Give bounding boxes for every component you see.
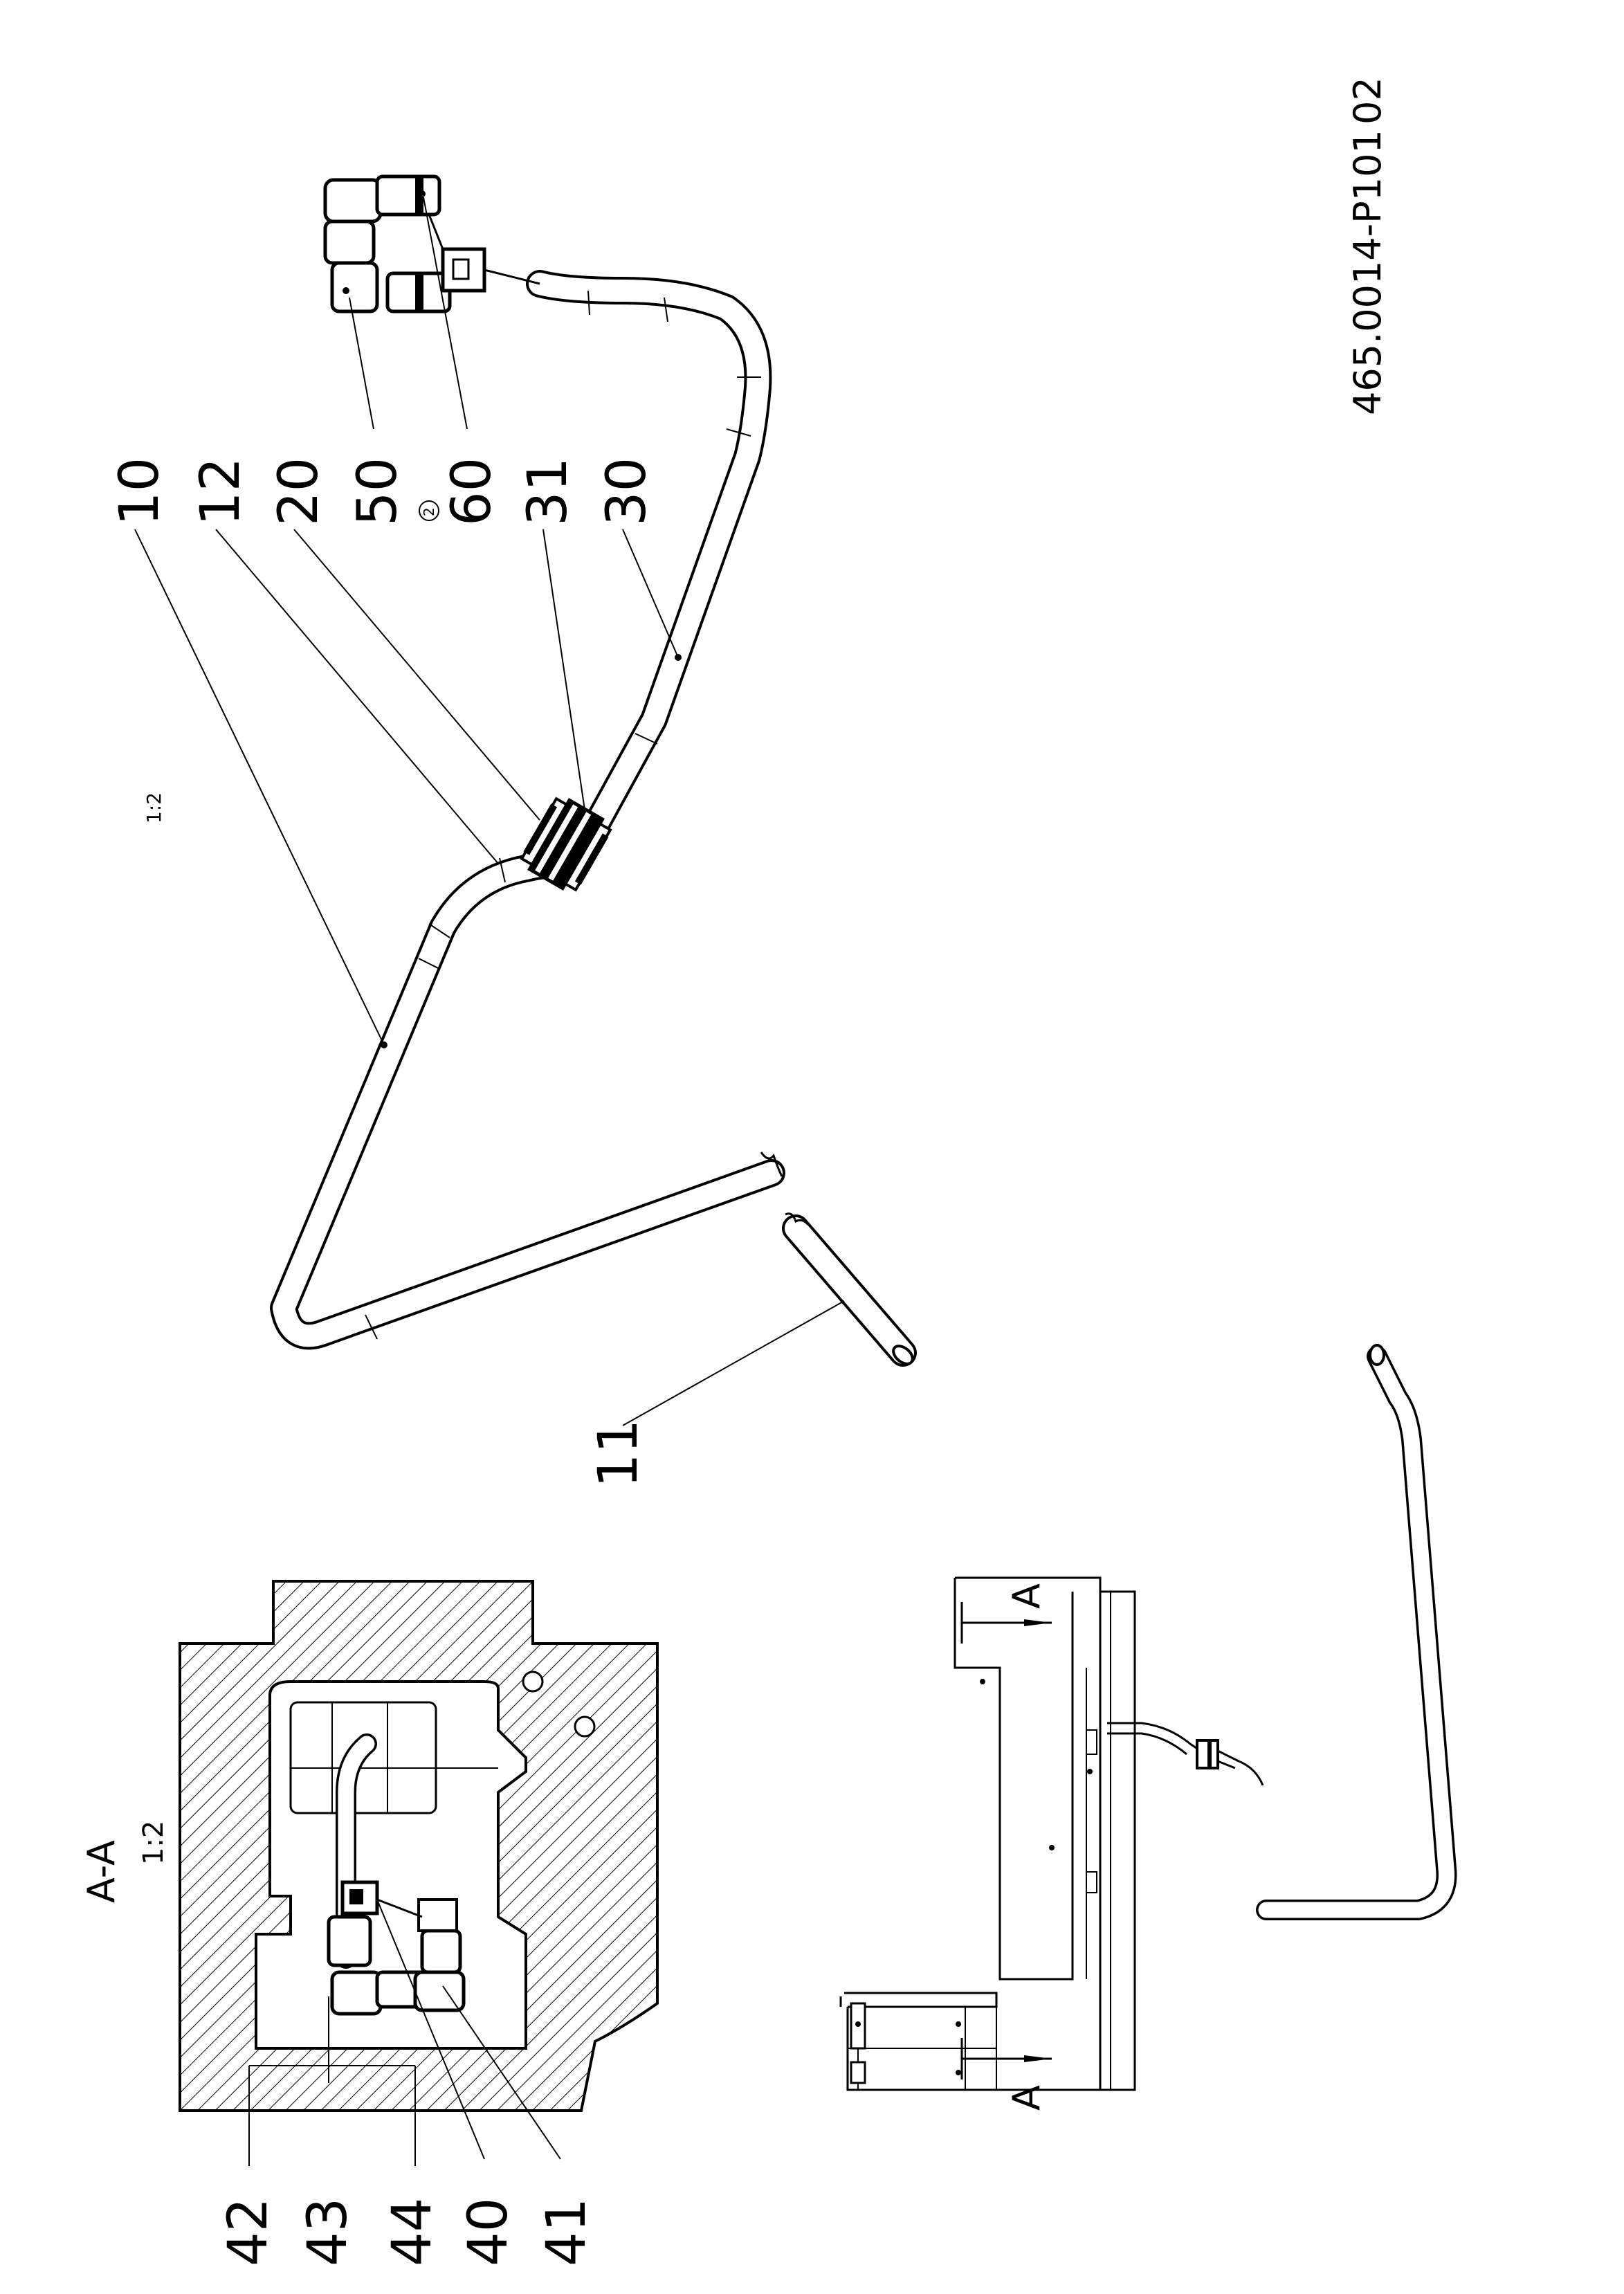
section-title: A-A bbox=[80, 1840, 123, 1903]
label-43: 43 bbox=[297, 2198, 359, 2266]
cut-marker-bottom: A bbox=[1005, 2085, 1048, 2111]
gland-nut bbox=[520, 796, 612, 892]
main-view-scale: 1:2 bbox=[143, 792, 165, 823]
label-31: 31 bbox=[517, 457, 579, 526]
note-marker-circle bbox=[419, 500, 439, 521]
part-labels-main: 10 12 20 50 60 31 30 11 2 bbox=[109, 457, 658, 1488]
note-marker: 2 bbox=[421, 507, 437, 516]
tube-piece-11 bbox=[782, 1212, 917, 1367]
label-50: 50 bbox=[347, 457, 409, 526]
drawing-number: 465.0014-P101 bbox=[1346, 129, 1389, 415]
label-42: 42 bbox=[217, 2198, 280, 2266]
cut-marker-top: A bbox=[1005, 1583, 1048, 1609]
overview-view: A A bbox=[839, 1344, 1457, 2111]
leader-lines-section bbox=[248, 1899, 561, 2166]
label-44: 44 bbox=[381, 2198, 444, 2266]
leader-lines-main bbox=[134, 197, 845, 1426]
label-11: 11 bbox=[587, 1419, 650, 1488]
label-20: 20 bbox=[268, 457, 330, 526]
drawing-number-block: 465.0014-P101 02 bbox=[1346, 77, 1389, 415]
label-10: 10 bbox=[109, 457, 171, 526]
label-60: 60 bbox=[441, 457, 503, 526]
angle-fittings bbox=[323, 174, 540, 313]
section-scale: 1:2 bbox=[138, 1821, 170, 1865]
tube-assembly-main-view bbox=[270, 174, 785, 1350]
revision-number: 02 bbox=[1346, 77, 1389, 125]
section-a-a-title: A-A 1:2 bbox=[80, 1821, 170, 1903]
label-40: 40 bbox=[457, 2198, 520, 2266]
svg-text:1:2: 1:2 bbox=[143, 792, 165, 823]
section-a-a-view bbox=[179, 1580, 659, 2112]
label-41: 41 bbox=[536, 2198, 598, 2266]
part-labels-section: 42 43 44 40 41 bbox=[217, 2198, 598, 2266]
label-12: 12 bbox=[190, 457, 252, 526]
label-30: 30 bbox=[596, 457, 658, 526]
